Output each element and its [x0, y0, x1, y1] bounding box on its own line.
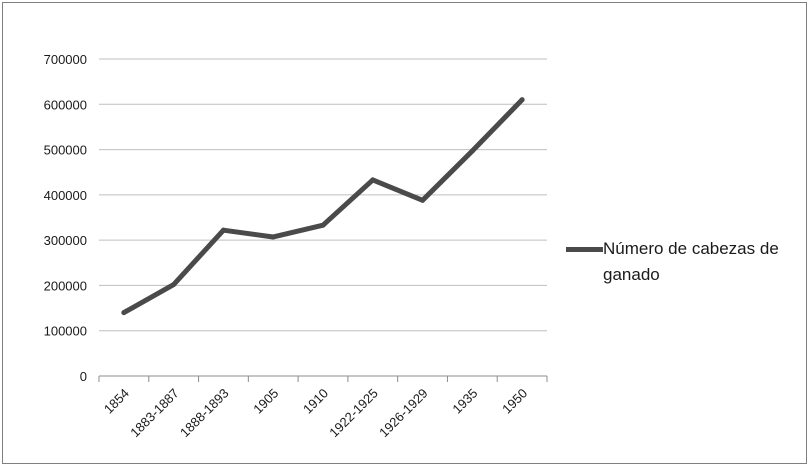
data-point [270, 234, 276, 240]
x-tick-label: 1950 [499, 386, 530, 417]
x-tick-label: 1922-1925 [326, 386, 381, 441]
y-tick-label: 0 [80, 369, 87, 384]
y-tick-label: 600000 [44, 97, 87, 112]
y-axis: 0 100000 200000 300000 400000 500000 600000 700… [44, 52, 87, 384]
x-tick-label: 1883-1887 [127, 386, 182, 441]
line-chart: 0 100000 200000 300000 400000 500000 600000 700… [44, 52, 548, 441]
x-tick-label: 1935 [449, 386, 480, 417]
series-group [121, 97, 525, 316]
y-tick-label: 200000 [44, 278, 87, 293]
data-point [121, 310, 127, 316]
x-tick-label: 1905 [250, 386, 281, 417]
chart-frame: 0 100000 200000 300000 400000 500000 600000 700… [2, 2, 807, 464]
y-tick-label: 400000 [44, 188, 87, 203]
series-line [121, 97, 525, 316]
x-tick-label: 1926-1929 [376, 386, 431, 441]
data-point [171, 282, 177, 288]
y-tick-label: 100000 [44, 324, 87, 339]
y-tick-label: 700000 [44, 52, 87, 67]
legend-swatch [566, 247, 603, 252]
y-tick-label: 500000 [44, 143, 87, 158]
x-tick-label: 1888-1893 [177, 386, 232, 441]
data-point [220, 227, 226, 233]
data-point [519, 97, 525, 103]
data-point [469, 148, 475, 154]
data-point [320, 222, 326, 228]
data-point [420, 197, 426, 203]
x-tick-label: 1854 [101, 386, 132, 417]
legend-label: Número de cabezas de ganado [603, 239, 779, 284]
y-tick-label: 300000 [44, 233, 87, 248]
x-tick-label: 1910 [300, 386, 331, 417]
data-point [370, 177, 376, 183]
